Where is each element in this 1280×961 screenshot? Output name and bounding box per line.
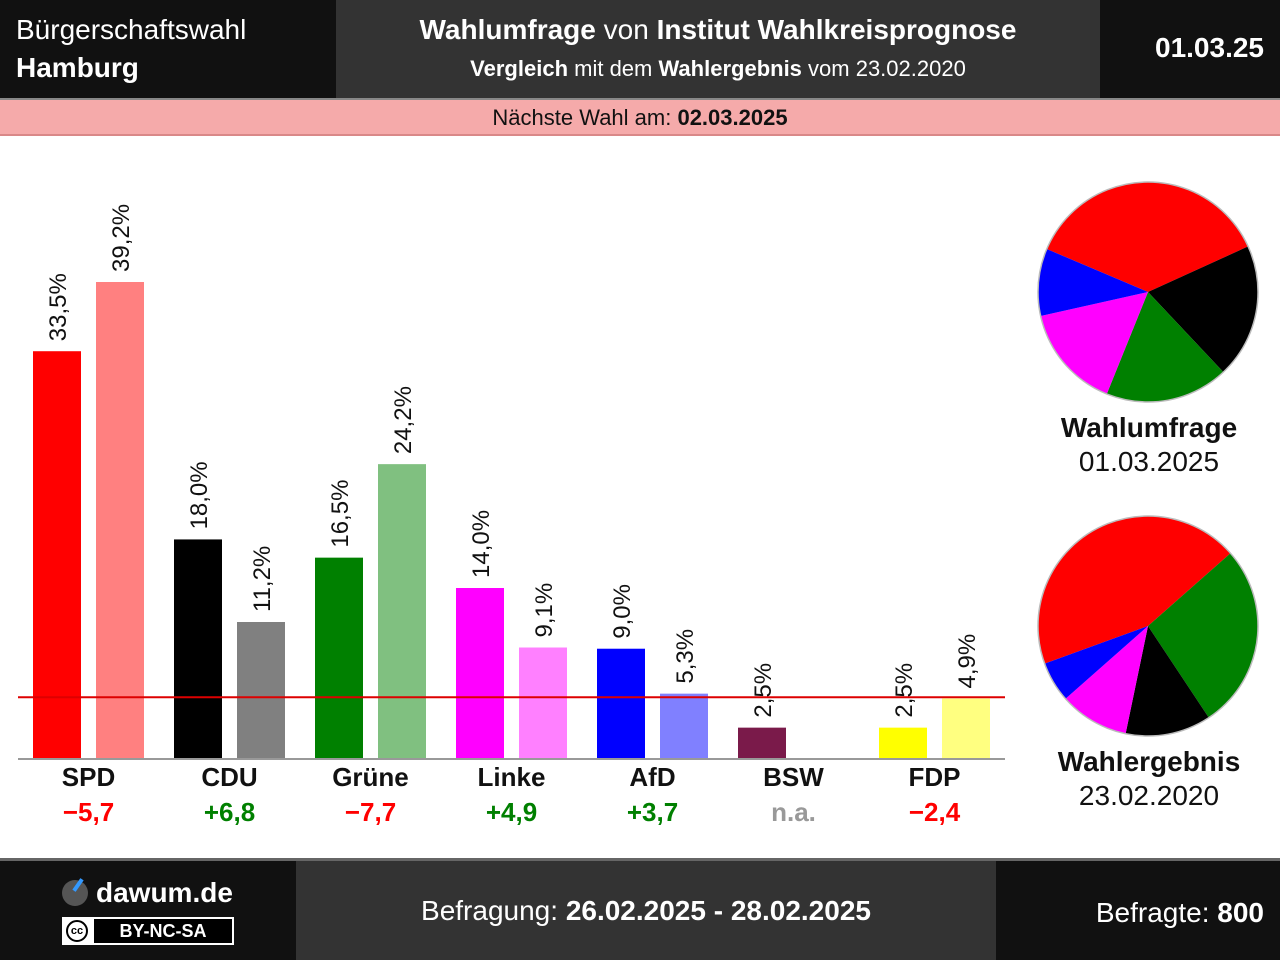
pie-result-title: Wahlergebnis xyxy=(1057,746,1241,777)
change-label-4: +3,7 xyxy=(627,797,678,827)
region-line2: Hamburg xyxy=(16,52,139,83)
category-label-0: SPD xyxy=(62,762,115,792)
change-label-6: −2,4 xyxy=(909,797,961,827)
category-label-3: Linke xyxy=(478,762,546,792)
bar-poll-1 xyxy=(174,539,222,758)
respondents-count: 800 xyxy=(1217,897,1264,928)
value-label-poll-1: 18,0% xyxy=(186,461,213,529)
pie-1-slice-4 xyxy=(1044,626,1148,699)
change-label-5: n.a. xyxy=(771,797,816,827)
pie-poll-caption: Wahlumfrage 01.03.2025 xyxy=(1019,412,1279,478)
value-label-result-4: 5,3% xyxy=(672,629,699,684)
footer-brand: dawum.de cc BY-NC-SA xyxy=(0,858,296,960)
pie-0-slice-3 xyxy=(1040,292,1148,394)
pie-0-slice-4 xyxy=(1038,249,1148,317)
category-label-4: AfD xyxy=(629,762,675,792)
bar-result-1 xyxy=(237,622,285,758)
category-label-6: FDP xyxy=(909,762,961,792)
bar-poll-2 xyxy=(315,557,363,758)
change-label-2: −7,7 xyxy=(345,797,396,827)
creative-commons-icon: cc xyxy=(66,920,88,942)
subtitle-compare: Vergleich xyxy=(470,56,569,81)
pie-1-slice-1 xyxy=(1148,553,1258,718)
pie-poll-date: 01.03.2025 xyxy=(1078,446,1220,477)
bar-poll-4 xyxy=(597,648,645,758)
dart-icon xyxy=(62,880,88,906)
category-label-2: Grüne xyxy=(332,762,409,792)
pie-result xyxy=(1036,514,1260,743)
license-text: BY-NC-SA xyxy=(94,919,232,943)
pie-result-caption: Wahlergebnis 23.02.2020 xyxy=(1019,746,1279,812)
value-label-result-6: 4,9% xyxy=(954,634,981,689)
bar-result-0 xyxy=(96,282,144,758)
pie-result-date: 23.02.2020 xyxy=(1078,780,1220,811)
title-institute: Institut Wahlkreisprognose xyxy=(656,14,1017,45)
value-label-poll-6: 2,5% xyxy=(891,663,918,718)
value-label-result-0: 39,2% xyxy=(108,204,135,272)
bar-result-2 xyxy=(378,464,426,758)
header-date: 01.03.25 xyxy=(1155,32,1264,63)
respondents-box: Befragte: 800 xyxy=(996,858,1280,960)
pie-1-slice-2 xyxy=(1125,626,1209,736)
bar-result-6 xyxy=(942,698,990,758)
bar-poll-6 xyxy=(879,727,927,758)
title-box: Wahlumfrage von Institut Wahlkreisprogno… xyxy=(336,0,1100,98)
survey-period-box: Befragung: 26.02.2025 - 28.02.2025 xyxy=(296,858,996,960)
value-label-result-3: 9,1% xyxy=(531,583,558,638)
bar-chart: 33,5% 39,2% SPD −5,7 18,0% 11,2% CDU +6,8 16,5% 2… xyxy=(18,204,1005,827)
category-label-1: CDU xyxy=(201,762,257,792)
pie-0-slice-1 xyxy=(1148,246,1258,373)
value-label-result-1: 11,2% xyxy=(249,546,276,612)
bar-poll-5 xyxy=(738,727,786,758)
region-box: Bürgerschaftswahl Hamburg xyxy=(0,0,336,98)
title-connector: von xyxy=(595,14,657,45)
value-label-poll-5: 2,5% xyxy=(750,663,777,718)
subtitle-connector: mit dem xyxy=(568,56,659,81)
bar-poll-0 xyxy=(33,351,81,758)
pie-poll xyxy=(1036,180,1260,409)
pie-0-slice-0 xyxy=(1046,182,1249,292)
change-label-1: +6,8 xyxy=(204,797,255,827)
pie-result-chart xyxy=(1037,515,1259,737)
page-subtitle: Vergleich mit dem Wahlergebnis vom 23.02… xyxy=(336,56,1100,82)
category-label-5: BSW xyxy=(763,762,824,792)
bar-poll-3 xyxy=(456,588,504,758)
value-label-poll-4: 9,0% xyxy=(609,584,636,639)
survey-label: Befragung: xyxy=(421,895,566,926)
value-label-poll-0: 33,5% xyxy=(45,273,72,341)
pie-0-outline xyxy=(1037,181,1259,403)
change-label-0: −5,7 xyxy=(63,797,114,827)
bar-result-3 xyxy=(519,647,567,758)
region-line1: Bürgerschaftswahl xyxy=(16,14,247,45)
next-election-label: Nächste Wahl am: xyxy=(492,105,678,130)
pie-poll-chart xyxy=(1037,181,1259,403)
value-label-poll-2: 16,5% xyxy=(327,480,354,548)
next-election-date: 02.03.2025 xyxy=(677,105,788,130)
value-label-result-2: 24,2% xyxy=(390,386,417,454)
site-logo[interactable]: dawum.de xyxy=(62,877,233,909)
change-label-3: +4,9 xyxy=(486,797,537,827)
header: Bürgerschaftswahl Hamburg Wahlumfrage vo… xyxy=(0,0,1280,98)
next-election-bar: Nächste Wahl am: 02.03.2025 xyxy=(0,98,1280,136)
survey-period: 26.02.2025 - 28.02.2025 xyxy=(565,895,871,926)
license-badge[interactable]: cc BY-NC-SA xyxy=(62,917,234,945)
value-label-poll-3: 14,0% xyxy=(468,510,495,578)
subtitle-result: Wahlergebnis xyxy=(658,56,802,81)
footer: dawum.de cc BY-NC-SA Befragung: 26.02.20… xyxy=(0,858,1280,960)
pie-1-slice-0 xyxy=(1038,516,1231,664)
site-name: dawum.de xyxy=(96,877,233,908)
respondents-label: Befragte: xyxy=(1095,897,1218,928)
title-poll: Wahlumfrage xyxy=(419,14,596,45)
pie-1-outline xyxy=(1037,515,1259,737)
date-box: 01.03.25 xyxy=(1100,0,1280,98)
page-title: Wahlumfrage von Institut Wahlkreisprogno… xyxy=(336,14,1100,46)
pie-poll-title: Wahlumfrage xyxy=(1060,412,1238,443)
pie-0-slice-2 xyxy=(1106,292,1224,402)
pie-1-slice-3 xyxy=(1065,626,1148,734)
bar-result-4 xyxy=(660,693,708,758)
subtitle-date: vom 23.02.2020 xyxy=(801,56,966,81)
